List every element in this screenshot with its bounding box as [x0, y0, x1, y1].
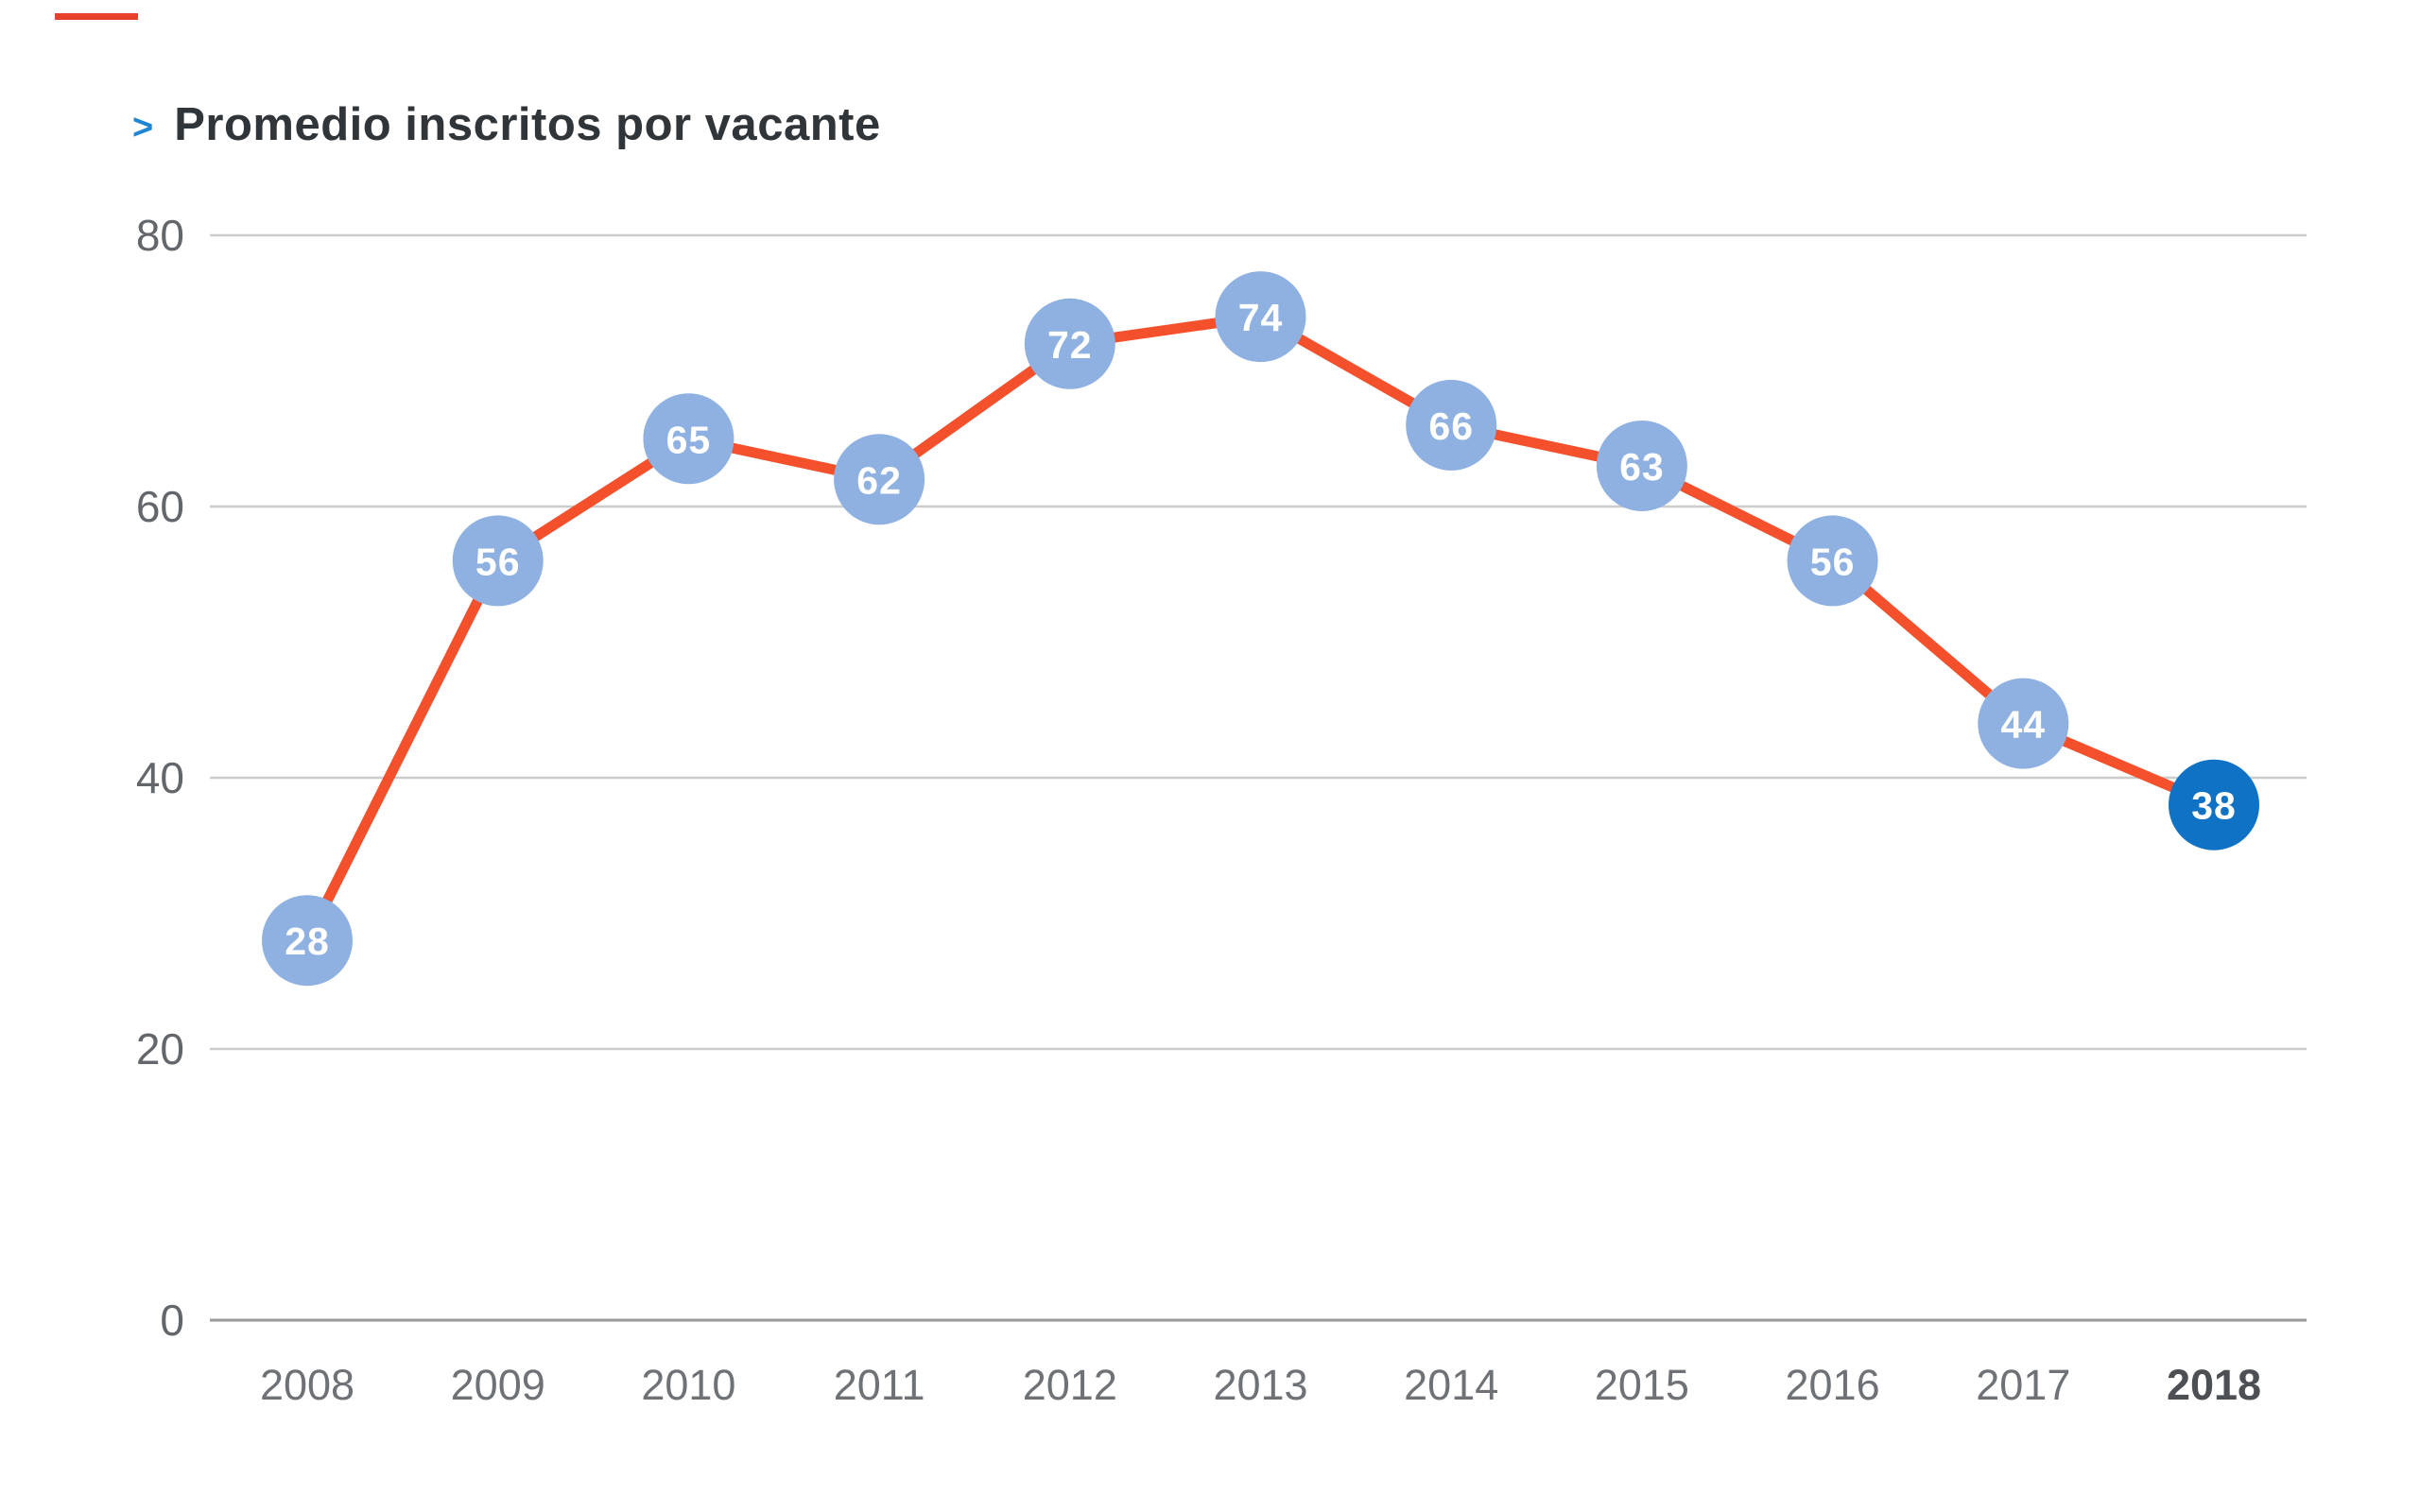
data-point-label: 38 — [2191, 784, 2237, 828]
data-point-label: 66 — [1428, 404, 1474, 448]
x-tick-label: 2015 — [1595, 1361, 1689, 1409]
data-point-label: 44 — [2000, 703, 2046, 747]
chart-title: Promedio inscritos por vacante — [174, 99, 881, 150]
data-point — [834, 434, 925, 525]
chevron-right-icon: > — [132, 107, 154, 147]
y-tick-label: 60 — [136, 482, 184, 531]
y-tick-label: 40 — [136, 753, 184, 802]
x-tick-label: 2008 — [260, 1361, 354, 1409]
data-point-label: 56 — [1810, 540, 1856, 583]
y-tick-label: 20 — [136, 1024, 184, 1074]
data-point — [262, 895, 353, 987]
x-tick-label: 2017 — [1976, 1361, 2070, 1409]
data-point — [1215, 271, 1306, 363]
data-point — [1406, 379, 1497, 471]
data-point-label: 65 — [666, 418, 712, 461]
accent-dash — [55, 13, 138, 20]
data-point — [1596, 420, 1687, 511]
x-tick-label: 2014 — [1404, 1361, 1498, 1409]
data-point-label: 62 — [856, 458, 902, 502]
data-point — [1787, 515, 1878, 607]
data-point-label: 28 — [285, 919, 330, 963]
x-tick-label: 2010 — [641, 1361, 735, 1409]
data-point-label: 56 — [475, 540, 521, 583]
data-point-label: 72 — [1047, 323, 1093, 367]
y-tick-label: 0 — [160, 1296, 184, 1345]
chart-header: > Promedio inscritos por vacante — [132, 102, 881, 148]
data-point — [2169, 759, 2259, 850]
x-tick-label: 2018 — [2167, 1361, 2261, 1409]
series-line — [302, 311, 2220, 946]
y-tick-label: 80 — [136, 211, 184, 260]
x-tick-label: 2011 — [834, 1361, 925, 1409]
x-tick-label: 2016 — [1786, 1361, 1880, 1409]
x-tick-label: 2013 — [1213, 1361, 1307, 1409]
x-tick-label: 2012 — [1023, 1361, 1117, 1409]
data-point — [643, 393, 735, 485]
data-point — [452, 515, 544, 607]
data-point — [1978, 678, 2069, 769]
data-point-label: 74 — [1238, 296, 1284, 339]
x-tick-label: 2009 — [451, 1361, 545, 1409]
data-point-label: 63 — [1619, 445, 1665, 489]
data-point — [1024, 298, 1115, 389]
